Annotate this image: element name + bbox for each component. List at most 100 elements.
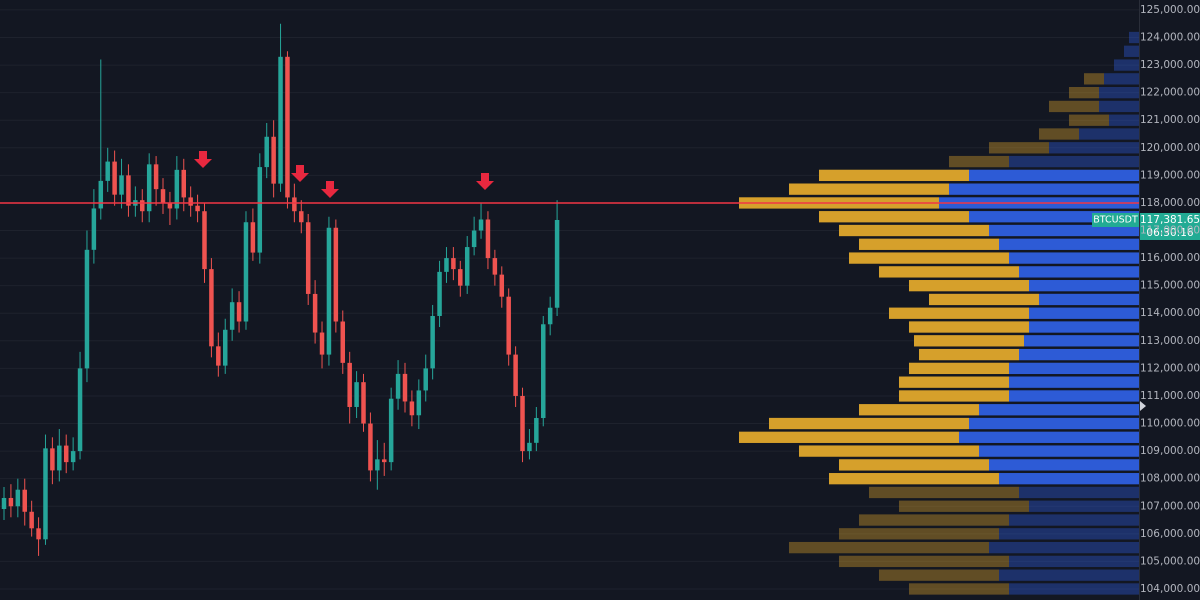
profile-up-bar bbox=[1009, 555, 1139, 568]
profile-up-bar bbox=[1009, 514, 1139, 526]
candle-body bbox=[402, 373, 408, 402]
profile-up-bar bbox=[999, 473, 1139, 485]
profile-up-bar bbox=[1029, 321, 1139, 333]
profile-up-bar bbox=[949, 183, 1139, 195]
y-tick-label: 108,000.00 bbox=[1140, 473, 1200, 485]
y-tick-label: 125,000.00 bbox=[1140, 4, 1200, 16]
candle-body bbox=[209, 269, 214, 347]
candle-body bbox=[319, 332, 325, 355]
scroll-marker bbox=[1140, 401, 1146, 411]
profile-down-bar bbox=[914, 335, 1024, 347]
candle-body bbox=[146, 164, 152, 212]
profile-up-bar bbox=[1039, 293, 1139, 306]
profile-up-bar bbox=[969, 417, 1139, 430]
profile-down-bar bbox=[1039, 128, 1079, 140]
candle-body bbox=[375, 459, 380, 471]
candle-body bbox=[513, 354, 518, 396]
candle-body bbox=[84, 249, 90, 369]
candle-body bbox=[271, 136, 276, 184]
candle-body bbox=[181, 169, 186, 198]
candle-body bbox=[160, 189, 166, 203]
profile-up-bar bbox=[1079, 128, 1139, 140]
candle-body bbox=[368, 423, 373, 471]
profile-down-bar bbox=[1084, 73, 1104, 85]
candle-body bbox=[326, 227, 332, 355]
y-tick-label: 113,000.00 bbox=[1140, 335, 1200, 347]
y-tick-label: 120,000.00 bbox=[1140, 142, 1200, 154]
profile-down-bar bbox=[909, 362, 1009, 375]
candle-body bbox=[547, 307, 553, 325]
candle-body bbox=[264, 136, 269, 168]
profile-down-bar bbox=[789, 183, 949, 195]
candle-body bbox=[382, 459, 387, 463]
y-tick-label: 121,000.00 bbox=[1140, 114, 1200, 126]
profile-down-bar bbox=[909, 583, 1009, 595]
volume-profile bbox=[739, 31, 1139, 595]
profile-down-bar bbox=[1069, 114, 1109, 126]
candle-body bbox=[416, 390, 422, 416]
profile-up-bar bbox=[999, 569, 1139, 581]
profile-down-bar bbox=[899, 376, 1009, 388]
candle-body bbox=[278, 56, 283, 184]
candle-body bbox=[520, 395, 525, 452]
profile-up-bar bbox=[1129, 31, 1139, 44]
profile-down-bar bbox=[1069, 86, 1099, 99]
profile-up-bar bbox=[1029, 500, 1139, 512]
profile-down-bar bbox=[859, 238, 999, 250]
profile-up-bar bbox=[1029, 280, 1139, 292]
candle-body bbox=[347, 362, 352, 407]
profile-up-bar bbox=[979, 404, 1139, 416]
candle-body bbox=[43, 448, 48, 540]
profile-down-bar bbox=[839, 459, 989, 471]
candle-body bbox=[485, 219, 491, 259]
candle-body bbox=[216, 346, 221, 366]
candle-body bbox=[478, 219, 484, 231]
candle-body bbox=[195, 205, 200, 212]
candle-body bbox=[430, 315, 435, 369]
candle-body bbox=[98, 180, 104, 209]
y-tick-label: 112,000.00 bbox=[1140, 362, 1200, 374]
candle-body bbox=[236, 302, 242, 322]
profile-up-bar bbox=[1009, 376, 1139, 388]
candle-body bbox=[506, 296, 511, 355]
candle-body bbox=[423, 368, 428, 391]
profile-up-bar bbox=[1009, 362, 1139, 375]
profile-down-bar bbox=[929, 293, 1039, 306]
profile-up-bar bbox=[989, 224, 1139, 237]
profile-up-bar bbox=[1024, 335, 1139, 347]
profile-down-bar bbox=[1049, 100, 1099, 113]
candle-body bbox=[250, 222, 256, 253]
profile-down-bar bbox=[899, 390, 1009, 402]
candle-body bbox=[243, 222, 249, 322]
candle-body bbox=[126, 175, 131, 206]
profile-up-bar bbox=[1124, 45, 1139, 57]
profile-down-bar bbox=[849, 252, 1009, 264]
profile-up-bar bbox=[999, 238, 1139, 250]
y-tick-label: 124,000.00 bbox=[1140, 32, 1200, 44]
profile-down-bar bbox=[819, 211, 969, 223]
y-tick-label: 114,000.00 bbox=[1140, 307, 1200, 319]
y-tick-label: 109,000.00 bbox=[1140, 445, 1200, 457]
candle-body bbox=[29, 511, 34, 529]
arrow-marker bbox=[476, 173, 494, 190]
candle-body bbox=[105, 161, 110, 181]
profile-down-bar bbox=[829, 473, 999, 485]
profile-up-bar bbox=[1109, 114, 1139, 126]
profile-down-bar bbox=[859, 514, 1009, 526]
profile-down-bar bbox=[899, 500, 1029, 512]
profile-up-bar bbox=[1099, 100, 1139, 113]
y-axis: 104,000.00 105,000.00 106,000.00 107,000.00… bbox=[1140, 4, 1200, 595]
candle-body bbox=[492, 258, 498, 275]
candle-body bbox=[77, 368, 83, 452]
candle-body bbox=[388, 398, 394, 463]
y-tick-label: 104,000.00 bbox=[1140, 583, 1200, 595]
candle-body bbox=[292, 197, 297, 212]
profile-up-bar bbox=[989, 541, 1139, 554]
y-tick-label: 116,000.00 bbox=[1140, 252, 1200, 264]
arrow-marker bbox=[194, 151, 212, 168]
y-tick-label: 107,000.00 bbox=[1140, 500, 1200, 512]
profile-up-bar bbox=[1019, 486, 1139, 499]
profile-up-bar bbox=[999, 528, 1139, 540]
candle-body bbox=[188, 197, 193, 206]
